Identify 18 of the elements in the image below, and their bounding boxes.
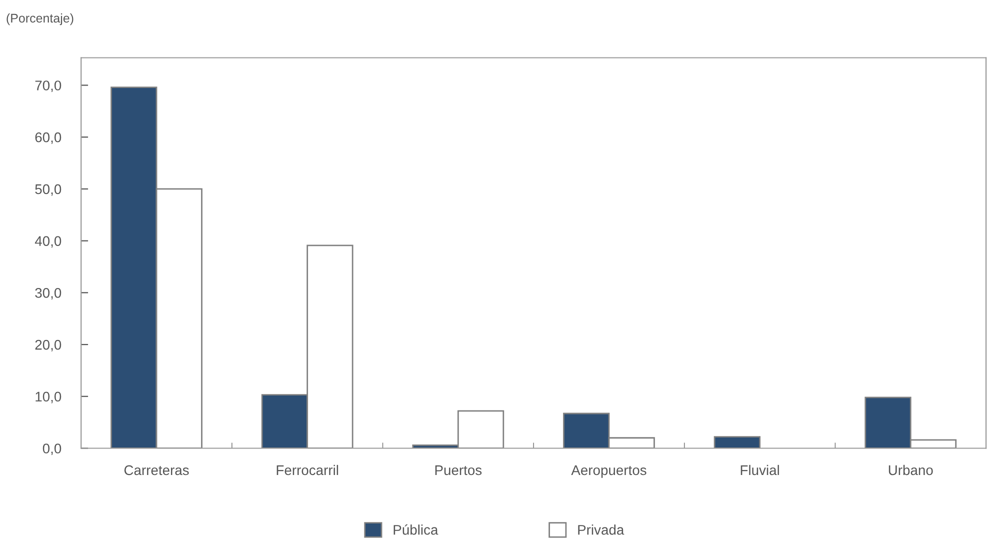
x-tick-label: Aeropuertos	[571, 465, 646, 478]
y-tick-label: 60,0	[35, 132, 62, 144]
y-axis-title: (Porcentaje)	[6, 13, 74, 26]
legend-label: Privada	[578, 524, 624, 535]
y-tick-label: 40,0	[34, 236, 62, 248]
y-tick-label: 10,0	[36, 392, 62, 404]
y-tick-label: 30,0	[35, 288, 62, 300]
y-tick-label: 70,0	[35, 80, 62, 92]
y-tick-label: 0,0	[42, 444, 62, 456]
y-tick-label: 50,0	[35, 184, 62, 196]
x-tick-label: Puertos	[435, 465, 482, 476]
y-tick-label: 20,0	[35, 340, 62, 352]
x-tick-label: Urbano	[888, 464, 933, 476]
x-tick-label: Fluvial	[740, 464, 779, 476]
bar	[714, 436, 760, 448]
legend-label: Pública	[394, 524, 438, 535]
x-tick-label: Carreteras	[124, 465, 189, 476]
x-tick-label: Ferrocarril	[276, 464, 338, 476]
